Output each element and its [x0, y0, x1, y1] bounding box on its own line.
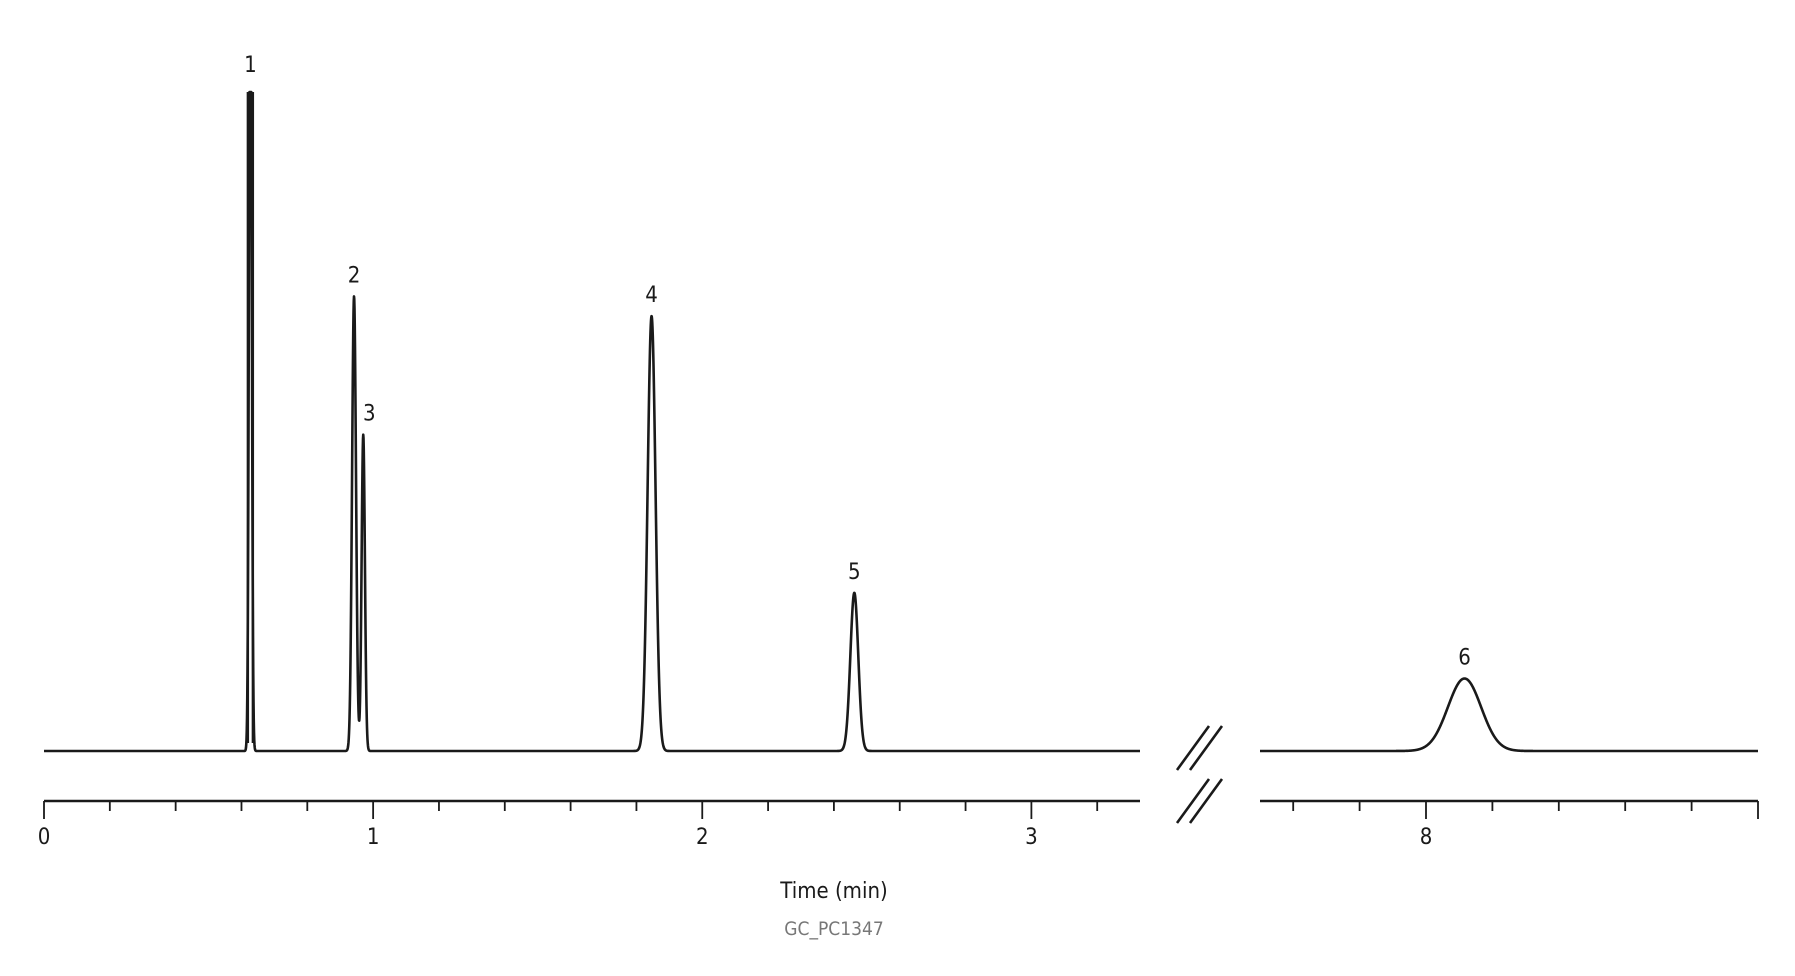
peak-label: 2: [348, 263, 361, 288]
axis-break-slash: [1175, 778, 1211, 824]
x-axis-label: Time (min): [779, 879, 887, 904]
peak-label: 6: [1458, 646, 1471, 671]
peak-label: 4: [645, 283, 658, 308]
figure-code: GC_PC1347: [784, 918, 883, 940]
peak-label: 1: [244, 53, 257, 78]
trace-break-slash: [1175, 725, 1211, 771]
peak-label: 5: [848, 560, 861, 585]
chromatogram-trace-segment-2: [1258, 677, 1760, 753]
x-tick-label: 8: [1420, 825, 1433, 850]
x-tick-label: 1: [367, 825, 380, 850]
x-tick-label: 0: [38, 825, 51, 850]
axis-break-slash: [1188, 778, 1224, 824]
trace-break-slash: [1188, 725, 1224, 771]
chromatogram-trace-segment-1: [42, 90, 1142, 753]
x-tick-label: 2: [696, 825, 709, 850]
axis-break-marks: [1175, 725, 1224, 824]
x-tick-label: 3: [1025, 825, 1038, 850]
peak-label: 3: [363, 402, 376, 427]
